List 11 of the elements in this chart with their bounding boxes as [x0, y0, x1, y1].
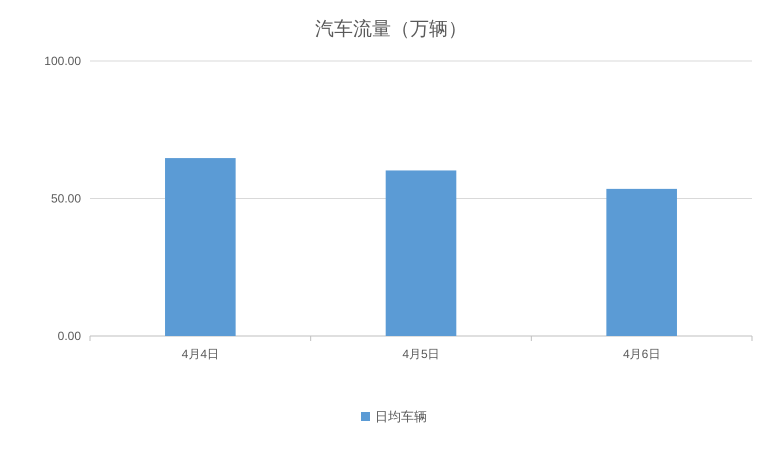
- legend-label: 日均车辆: [375, 409, 427, 424]
- x-tick-label: 4月4日: [182, 347, 220, 361]
- x-tick-label: 4月5日: [402, 347, 440, 361]
- bar: [165, 158, 236, 336]
- y-tick-label: 0.00: [58, 329, 82, 343]
- chart-title: 汽车流量（万辆）: [315, 18, 467, 40]
- x-tick-label: 4月6日: [622, 347, 660, 361]
- y-tick-label: 50.00: [50, 192, 82, 206]
- bar: [606, 188, 677, 336]
- bar: [386, 170, 456, 336]
- y-tick-label: 100.00: [44, 54, 82, 68]
